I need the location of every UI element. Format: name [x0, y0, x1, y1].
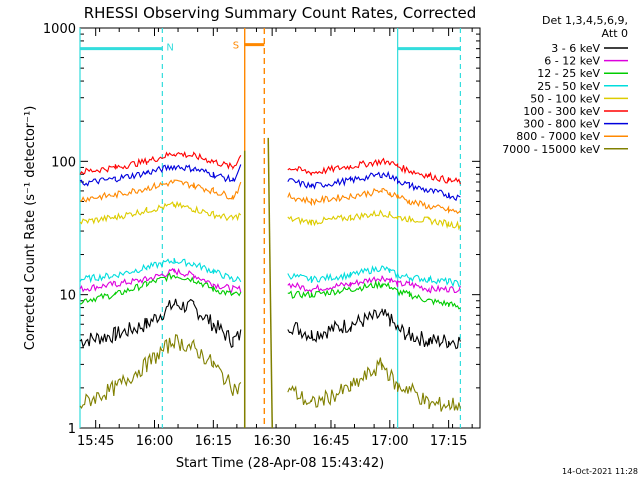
legend-entry-label: 100 - 300 keV [523, 105, 600, 118]
legend-entry-label: 50 - 100 keV [530, 92, 600, 105]
chart-title: RHESSI Observing Summary Count Rates, Co… [84, 4, 477, 22]
legend-entry-label: 3 - 6 keV [551, 42, 600, 55]
y-tick-label: 10 [59, 289, 76, 304]
legend-header-line: Att 0 [602, 27, 628, 40]
legend-entry-label: 6 - 12 keV [544, 55, 600, 68]
series-line-6 [79, 164, 461, 202]
x-tick-label: 17:15 [430, 434, 467, 449]
x-tick-label: 16:45 [312, 434, 349, 449]
night-label: N [166, 43, 173, 54]
x-tick-label: 16:15 [195, 434, 232, 449]
legend-entry-label: 300 - 800 keV [523, 118, 600, 131]
x-tick-label: 16:30 [253, 434, 290, 449]
saa-exit-spike [267, 137, 273, 429]
x-axis-label: Start Time (28-Apr-08 15:43:42) [176, 456, 384, 471]
series-line-1 [79, 267, 461, 294]
x-tick-label: 16:00 [136, 434, 173, 449]
y-tick-label: 100 [51, 155, 76, 170]
legend-entry-label: 12 - 25 keV [537, 67, 600, 80]
series-line-7 [79, 179, 461, 214]
y-tick-label: 1 [68, 422, 76, 437]
series-line-8 [79, 334, 461, 412]
legend-entry-label: 800 - 7000 keV [516, 130, 600, 143]
footer-timestamp: 14-Oct-2021 11:28 [562, 467, 638, 476]
legend-entry-label: 25 - 50 keV [537, 80, 600, 93]
series-line-3 [79, 257, 461, 288]
series-line-0 [79, 298, 461, 350]
x-tick-label: 17:00 [371, 434, 408, 449]
y-tick-label: 1000 [43, 22, 76, 37]
plot-frame [79, 27, 481, 429]
series-line-2 [79, 272, 461, 310]
saa-label: S [233, 41, 239, 52]
legend-header-line: Det 1,3,4,5,6,9, [542, 14, 628, 27]
series-line-5 [79, 151, 461, 185]
series-line-4 [79, 200, 461, 231]
y-axis-label: Corrected Count Rate (s⁻¹ detector⁻¹) [23, 106, 38, 351]
legend-entry-label: 7000 - 15000 keV [502, 143, 600, 156]
x-tick-label: 15:45 [77, 434, 114, 449]
